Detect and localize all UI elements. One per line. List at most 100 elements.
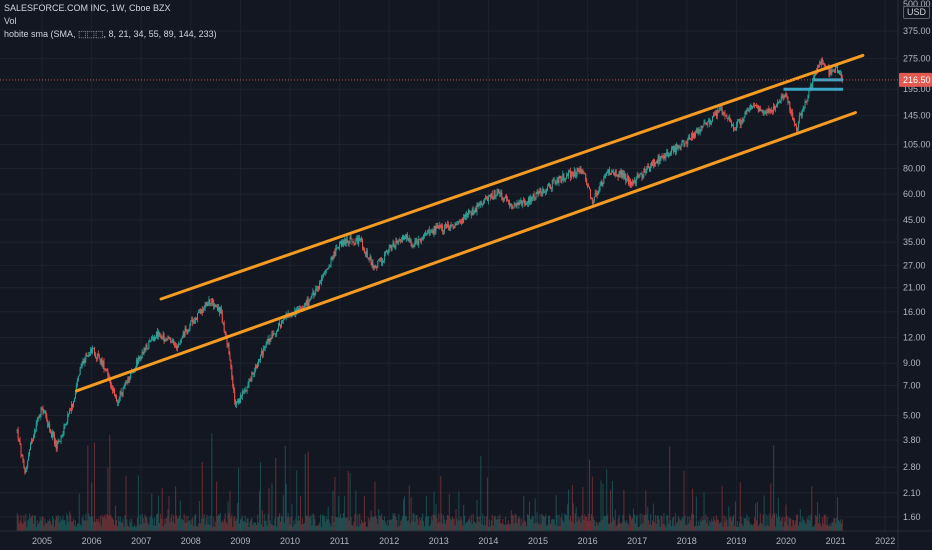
volume-bar [527, 515, 530, 531]
candle-body [61, 434, 63, 436]
volume-bar [680, 520, 682, 531]
volume-bar [837, 519, 840, 531]
sma-indicator-label[interactable]: hobite sma (SMA, ⬚⬚⬚, 8, 21, 34, 55, 89,… [4, 29, 217, 39]
candle-body [384, 251, 386, 254]
candle-body [162, 334, 164, 339]
volume-bar [753, 523, 755, 531]
candle-body [511, 205, 513, 208]
candle-body [678, 145, 680, 148]
candle-body [586, 179, 588, 185]
volume-bar [116, 526, 118, 531]
candle-body [310, 297, 312, 299]
candle-body [110, 379, 112, 386]
candle-body [582, 170, 584, 173]
price-tick-label: 35.00 [903, 237, 926, 247]
candle-body [353, 241, 355, 244]
candle-body [673, 147, 675, 152]
volume-bar [780, 518, 782, 531]
candle-body [146, 345, 148, 349]
volume-bar [16, 513, 18, 531]
channel-lower-line[interactable] [75, 111, 857, 393]
candle-body [423, 235, 425, 239]
volume-bar [734, 501, 737, 531]
candle-body [485, 197, 487, 199]
candle-body [539, 188, 541, 192]
volume-bar [760, 522, 762, 531]
volume-bar [454, 525, 456, 531]
volume-bar [174, 523, 176, 531]
volume-bar [432, 514, 434, 531]
price-axis[interactable]: 1.602.102.803.805.007.009.0012.0016.0021… [903, 0, 931, 522]
volume-bar [591, 476, 593, 531]
candle-body [487, 196, 489, 202]
volume-bar [616, 524, 618, 531]
candle-body [251, 372, 253, 381]
volume-bar [250, 519, 252, 531]
volume-bar [462, 525, 464, 531]
candle-body [195, 317, 197, 321]
volume-bar [554, 524, 556, 531]
volume-bar [166, 517, 168, 531]
volume-bar [717, 519, 719, 531]
candle-body [786, 95, 788, 97]
candle-body [448, 227, 450, 231]
candle-body [686, 141, 688, 145]
volume-bar [22, 523, 24, 531]
volume-bar [533, 523, 535, 531]
volume-bar [612, 517, 614, 531]
candle-body [821, 58, 823, 64]
volume-bar [364, 521, 366, 531]
candle-body [713, 114, 715, 117]
volume-bar [672, 516, 675, 531]
candle-body [550, 188, 552, 189]
candle-body [173, 339, 175, 344]
volume-bar [631, 518, 634, 531]
candle-body [227, 343, 229, 345]
candle-body [264, 346, 266, 349]
candle-body [341, 241, 343, 247]
volume-bar [154, 517, 156, 531]
candle-body [661, 155, 663, 158]
volume-bar [648, 520, 650, 531]
candle-body [508, 201, 510, 206]
candle-body [46, 415, 48, 420]
volume-bar [567, 504, 569, 531]
volume-bar [319, 522, 321, 531]
volume-bar [135, 526, 138, 531]
volume-bar [501, 523, 503, 531]
candle-body [818, 63, 820, 68]
currency-unit-badge[interactable]: USD [902, 6, 930, 19]
volume-bar [377, 523, 379, 531]
candle-body [216, 306, 218, 308]
volume-bar [534, 498, 536, 531]
candle-body [204, 304, 206, 308]
volume-bar [509, 523, 511, 531]
volume-bar [306, 515, 308, 531]
candle-body [622, 172, 624, 178]
candle-body [89, 352, 91, 356]
time-axis[interactable]: 2005 2006 2007 2008 2009 2010 2011 2012 2013 2014… [32, 536, 895, 546]
volume-bar [399, 525, 401, 531]
volume-indicator-label[interactable]: Vol [4, 16, 17, 26]
candle-body [248, 379, 250, 385]
channel-upper-line[interactable] [159, 53, 865, 301]
volume-bar [609, 523, 611, 531]
candle-body [256, 365, 258, 369]
volume-bar [557, 526, 559, 531]
symbol-title[interactable]: SALESFORCE.COM INC, 1W, Cboe BZX [4, 3, 171, 13]
volume-bar [362, 523, 365, 531]
candle-body [444, 225, 446, 231]
candle-body [675, 144, 677, 153]
volume-bar [40, 520, 42, 531]
candle-body [458, 220, 460, 225]
candle-body [300, 308, 302, 309]
volume-bar [714, 521, 717, 531]
candle-body [74, 392, 76, 399]
candle-body [547, 183, 549, 187]
time-tick-label: 2022 [875, 536, 895, 546]
candle-body [549, 185, 551, 189]
candle-body [709, 119, 711, 125]
volume-bar [395, 516, 397, 531]
candle-body [507, 200, 509, 202]
